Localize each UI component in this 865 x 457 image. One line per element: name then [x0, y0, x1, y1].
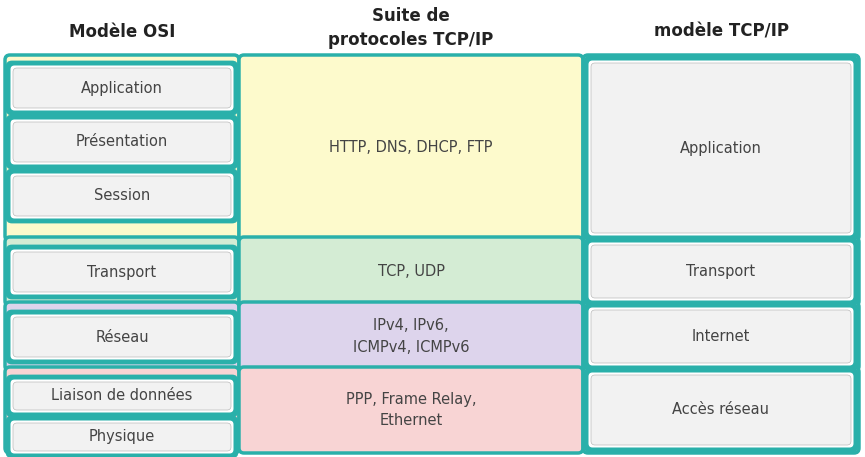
FancyBboxPatch shape [10, 250, 234, 294]
FancyBboxPatch shape [588, 308, 854, 366]
Text: Présentation: Présentation [76, 134, 168, 149]
FancyBboxPatch shape [5, 367, 239, 453]
FancyBboxPatch shape [10, 174, 234, 218]
FancyBboxPatch shape [583, 237, 859, 306]
FancyBboxPatch shape [10, 420, 234, 453]
FancyBboxPatch shape [239, 55, 583, 241]
FancyBboxPatch shape [5, 237, 239, 306]
Text: HTTP, DNS, DHCP, FTP: HTTP, DNS, DHCP, FTP [330, 140, 493, 155]
FancyBboxPatch shape [13, 176, 231, 216]
FancyBboxPatch shape [7, 376, 237, 416]
FancyBboxPatch shape [585, 239, 857, 304]
FancyBboxPatch shape [588, 243, 854, 301]
Text: Application: Application [81, 80, 163, 96]
FancyBboxPatch shape [239, 302, 583, 371]
Text: IPv4, IPv6,
ICMPv4, ICMPv6: IPv4, IPv6, ICMPv4, ICMPv6 [353, 319, 469, 355]
FancyBboxPatch shape [591, 375, 851, 445]
FancyBboxPatch shape [10, 119, 234, 165]
FancyBboxPatch shape [239, 367, 583, 453]
FancyBboxPatch shape [7, 417, 237, 457]
Text: Internet: Internet [692, 329, 750, 344]
FancyBboxPatch shape [591, 310, 851, 363]
Text: PPP, Frame Relay,
Ethernet: PPP, Frame Relay, Ethernet [346, 392, 477, 428]
FancyBboxPatch shape [585, 57, 857, 239]
FancyBboxPatch shape [239, 237, 583, 306]
FancyBboxPatch shape [591, 245, 851, 298]
FancyBboxPatch shape [10, 314, 234, 360]
FancyBboxPatch shape [7, 170, 237, 222]
Text: modèle TCP/IP: modèle TCP/IP [653, 23, 789, 41]
FancyBboxPatch shape [588, 60, 854, 235]
FancyBboxPatch shape [10, 65, 234, 111]
FancyBboxPatch shape [13, 317, 231, 357]
FancyBboxPatch shape [591, 63, 851, 233]
Text: Application: Application [680, 140, 762, 155]
FancyBboxPatch shape [583, 55, 859, 241]
FancyBboxPatch shape [10, 379, 234, 413]
FancyBboxPatch shape [7, 311, 237, 363]
Text: Réseau: Réseau [95, 329, 149, 345]
Text: Suite de
protocoles TCP/IP: Suite de protocoles TCP/IP [329, 7, 494, 49]
FancyBboxPatch shape [7, 116, 237, 168]
FancyBboxPatch shape [13, 122, 231, 162]
FancyBboxPatch shape [13, 423, 231, 451]
FancyBboxPatch shape [583, 302, 859, 371]
Text: Session: Session [94, 188, 151, 203]
FancyBboxPatch shape [585, 369, 857, 451]
FancyBboxPatch shape [13, 252, 231, 292]
FancyBboxPatch shape [7, 246, 237, 298]
FancyBboxPatch shape [13, 68, 231, 108]
FancyBboxPatch shape [13, 382, 231, 410]
FancyBboxPatch shape [5, 302, 239, 371]
FancyBboxPatch shape [7, 62, 237, 114]
Text: TCP, UDP: TCP, UDP [377, 264, 445, 279]
FancyBboxPatch shape [585, 304, 857, 369]
Text: Accès réseau: Accès réseau [672, 403, 770, 418]
Text: Physique: Physique [89, 430, 155, 445]
Text: Transport: Transport [87, 265, 157, 280]
FancyBboxPatch shape [583, 367, 859, 453]
Text: Transport: Transport [687, 264, 755, 279]
FancyBboxPatch shape [5, 55, 239, 241]
Text: Liaison de données: Liaison de données [51, 388, 193, 404]
FancyBboxPatch shape [588, 372, 854, 447]
Text: Modèle OSI: Modèle OSI [69, 23, 176, 41]
